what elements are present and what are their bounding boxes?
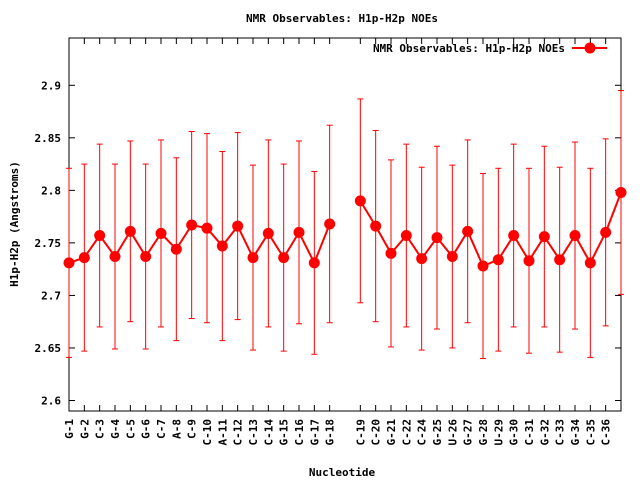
y-tick-label: 2.9 bbox=[41, 79, 61, 92]
y-tick-label: 2.85 bbox=[35, 132, 62, 145]
data-point bbox=[523, 255, 535, 267]
data-point bbox=[293, 226, 305, 238]
legend-marker bbox=[584, 42, 596, 54]
data-point bbox=[324, 218, 336, 230]
x-tick-label: G-2 bbox=[78, 419, 91, 439]
data-point bbox=[94, 230, 106, 242]
x-tick-label: G-18 bbox=[324, 419, 337, 446]
x-tick-label: C-31 bbox=[523, 419, 536, 446]
x-tick-label: G-17 bbox=[308, 419, 321, 446]
x-tick-label: G-4 bbox=[109, 419, 122, 439]
data-point bbox=[201, 222, 213, 234]
x-tick-label: G-28 bbox=[477, 419, 490, 446]
chart-title: NMR Observables: H1p-H2p NOEs bbox=[246, 12, 438, 25]
data-point bbox=[446, 251, 458, 263]
data-point bbox=[308, 257, 320, 269]
x-tick-label: C-5 bbox=[124, 419, 137, 439]
data-point bbox=[170, 243, 182, 255]
x-tick-label: G-21 bbox=[385, 419, 398, 446]
data-point bbox=[370, 220, 382, 232]
y-tick-label: 2.6 bbox=[41, 394, 61, 407]
x-tick-label: C-13 bbox=[247, 419, 260, 446]
x-tick-label: C-12 bbox=[232, 419, 245, 446]
x-tick-label: C-3 bbox=[94, 419, 107, 439]
x-tick-label: U-26 bbox=[446, 419, 459, 446]
series-line bbox=[359, 192, 622, 268]
data-point bbox=[124, 225, 136, 237]
x-axis-label: Nucleotide bbox=[309, 466, 376, 479]
x-tick-label: U-29 bbox=[492, 419, 505, 446]
data-point bbox=[416, 253, 428, 265]
x-tick-label: C-36 bbox=[600, 419, 613, 446]
x-tick-label: C-20 bbox=[370, 419, 383, 446]
data-point bbox=[584, 257, 596, 269]
data-point bbox=[109, 251, 121, 263]
data-point bbox=[232, 220, 244, 232]
x-tick-label: G-32 bbox=[538, 419, 551, 446]
data-point bbox=[615, 186, 627, 198]
data-point bbox=[63, 257, 75, 269]
data-point bbox=[78, 252, 90, 264]
data-point bbox=[554, 254, 566, 266]
x-tick-label: C-10 bbox=[201, 419, 214, 446]
x-tick-label: G-25 bbox=[431, 419, 444, 446]
data-point bbox=[477, 260, 489, 272]
y-axis-ticks: 2.6 2.65 2.7 2.75 2.8 2.85 2.9 bbox=[35, 79, 621, 407]
y-axis-label: H1p-H2p (Angstroms) bbox=[8, 161, 21, 287]
y-tick-label: 2.65 bbox=[35, 342, 62, 355]
data-point bbox=[569, 230, 581, 242]
x-tick-label: C-16 bbox=[293, 419, 306, 446]
error-bars bbox=[66, 90, 624, 359]
data-point bbox=[385, 247, 397, 259]
x-tick-label: G-27 bbox=[462, 419, 475, 446]
x-tick-label: C-35 bbox=[584, 419, 597, 446]
data-point bbox=[155, 227, 167, 239]
x-tick-label: C-22 bbox=[400, 419, 413, 446]
data-point bbox=[508, 230, 520, 242]
series-line bbox=[68, 223, 331, 266]
data-point bbox=[354, 195, 366, 207]
x-tick-label: C-33 bbox=[554, 419, 567, 446]
x-tick-label: A-11 bbox=[216, 419, 229, 446]
x-tick-label: G-34 bbox=[569, 419, 582, 446]
x-axis-ticks: G-1 G-2 C-3 G-4 C-5 G-6 C-7 A-8 C-9 C-10 A-11 C-12 C… bbox=[63, 38, 613, 446]
data-point bbox=[262, 227, 274, 239]
data-point bbox=[600, 226, 612, 238]
x-tick-label: G-1 bbox=[63, 419, 76, 439]
x-tick-label: G-6 bbox=[140, 419, 153, 439]
x-tick-label: C-7 bbox=[155, 419, 168, 439]
data-point bbox=[140, 251, 152, 263]
data-point bbox=[247, 252, 259, 264]
legend-label: NMR Observables: H1p-H2p NOEs bbox=[373, 42, 565, 55]
data-point bbox=[431, 232, 443, 244]
y-tick-label: 2.7 bbox=[41, 289, 61, 302]
x-tick-label: C-9 bbox=[186, 419, 199, 439]
data-point bbox=[278, 252, 290, 264]
x-tick-label: G-30 bbox=[508, 419, 521, 446]
data-point bbox=[462, 225, 474, 237]
data-point bbox=[216, 240, 228, 252]
x-tick-label: C-14 bbox=[262, 419, 275, 446]
data-point bbox=[538, 231, 550, 243]
x-tick-label: C-19 bbox=[354, 419, 367, 446]
legend: NMR Observables: H1p-H2p NOEs bbox=[373, 42, 607, 55]
data-point bbox=[492, 254, 504, 266]
series-lines bbox=[68, 192, 622, 268]
y-tick-label: 2.8 bbox=[41, 184, 61, 197]
x-tick-label: C-24 bbox=[416, 419, 429, 446]
data-points bbox=[63, 186, 627, 272]
x-tick-label: A-8 bbox=[170, 419, 183, 439]
x-tick-label: G-15 bbox=[278, 419, 291, 446]
y-tick-label: 2.75 bbox=[35, 237, 62, 250]
data-point bbox=[186, 219, 198, 231]
plot-area-border bbox=[68, 37, 622, 412]
data-point bbox=[400, 230, 412, 242]
